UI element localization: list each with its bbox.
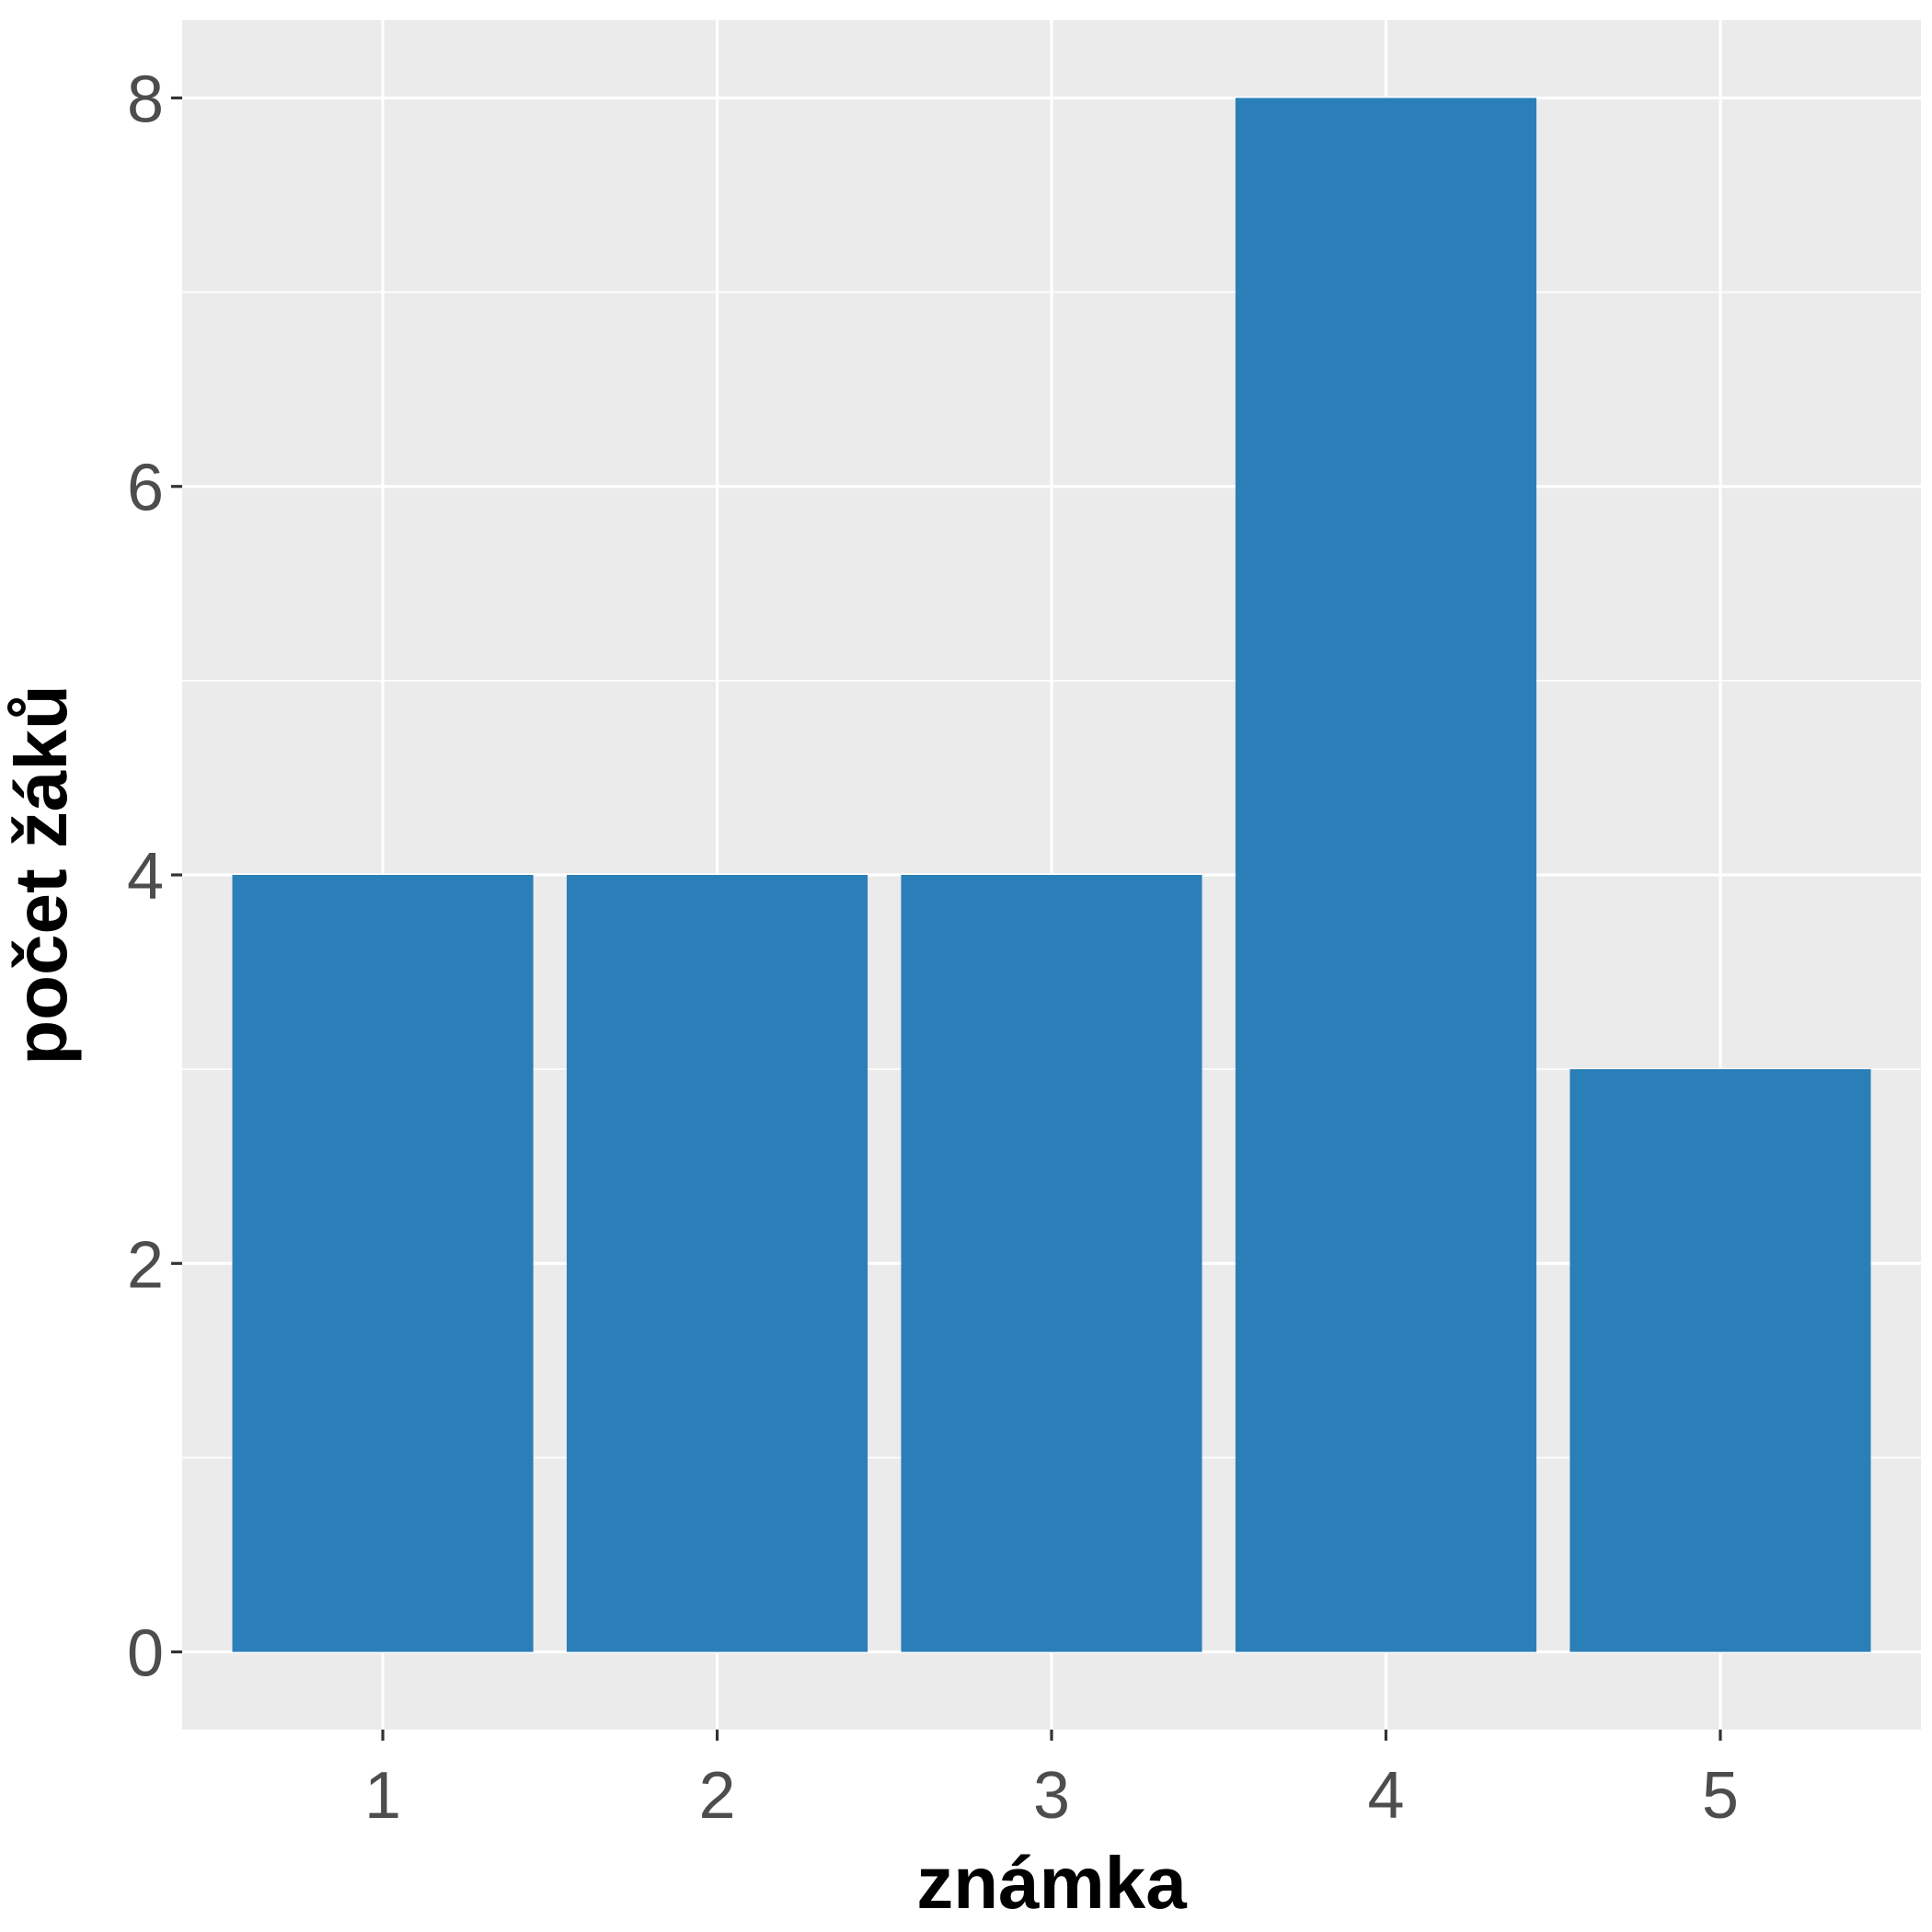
y-tick-label: 4: [127, 840, 164, 914]
y-tick-label: 6: [127, 452, 164, 525]
x-tick-label: 4: [1367, 1759, 1404, 1833]
x-axis-title: známka: [916, 1842, 1187, 1924]
bar-4: [1235, 98, 1537, 1652]
y-axis-title: počet žáků: [0, 684, 82, 1064]
bar-1: [232, 875, 534, 1652]
x-tick-label: 2: [699, 1759, 736, 1833]
bar-5: [1570, 1069, 1871, 1652]
x-tick-label: 1: [364, 1759, 401, 1833]
x-tick-label: 5: [1702, 1759, 1739, 1833]
bars: [232, 98, 1871, 1652]
y-tick-label: 8: [127, 63, 164, 136]
x-tick-label: 3: [1033, 1759, 1070, 1833]
y-tick-label: 2: [127, 1228, 164, 1302]
bar-2: [566, 875, 868, 1652]
y-tick-label: 0: [127, 1617, 164, 1691]
axes: 0 2 4 6 8 1 2 3 4 5: [127, 63, 1739, 1833]
bar-3: [901, 875, 1202, 1652]
